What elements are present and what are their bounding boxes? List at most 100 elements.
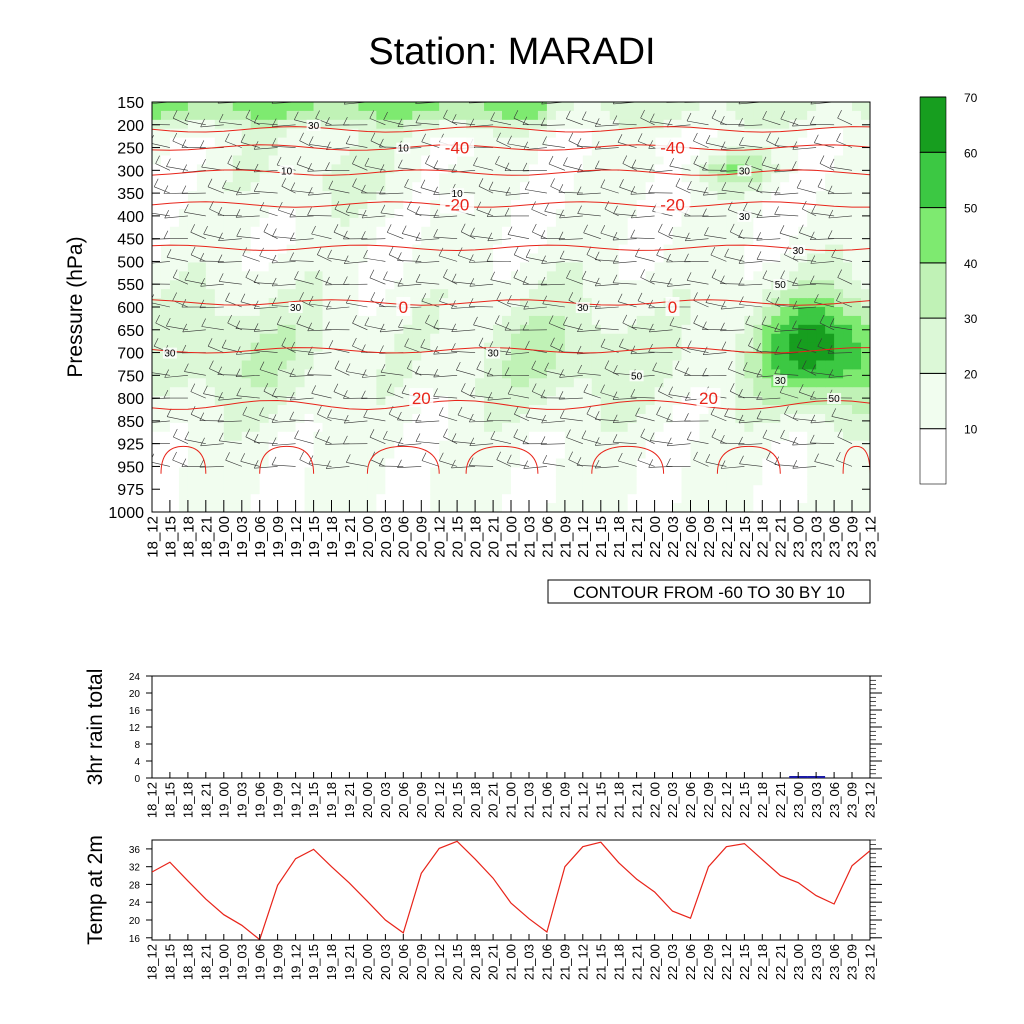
- shade-cell: [825, 155, 835, 165]
- shade-cell: [178, 342, 189, 353]
- shade-cell: [358, 164, 368, 174]
- wind-barb: [164, 375, 188, 378]
- shade-cell: [331, 226, 342, 237]
- shade-cell: [502, 422, 512, 433]
- shade-cell: [717, 155, 727, 165]
- shade-cell: [555, 387, 566, 397]
- shade-cell: [430, 324, 440, 335]
- shade-cell: [232, 280, 243, 290]
- shade-cell: [313, 137, 324, 148]
- shade-cell: [744, 298, 754, 308]
- wind-barb: [619, 346, 637, 353]
- shade-cell: [834, 307, 844, 317]
- wind-barb: [315, 277, 332, 285]
- shade-cell: [717, 280, 727, 290]
- shade-cell: [618, 351, 629, 362]
- shade-cell: [484, 173, 494, 183]
- wind-barb-flag: [345, 203, 351, 213]
- shade-cell: [762, 208, 772, 219]
- shade-cell: [717, 173, 727, 183]
- shade-cell: [537, 191, 548, 201]
- wind-barb-flag: [705, 134, 711, 144]
- wind-barb: [604, 368, 619, 376]
- shade-cell: [825, 315, 835, 326]
- wind-barb-flag: [153, 338, 159, 347]
- shade-cell: [753, 351, 763, 362]
- shade-cell: [780, 467, 790, 477]
- shade-cell: [187, 387, 198, 397]
- shade-cell: [582, 440, 593, 451]
- shade-cell: [511, 253, 521, 264]
- shade-cell: [825, 226, 835, 237]
- wind-barb-flag: [299, 292, 304, 301]
- shade-cell: [214, 449, 225, 460]
- shade-cell: [519, 253, 530, 264]
- wind-barb: [289, 215, 314, 218]
- shade-cell: [735, 191, 745, 201]
- shade-cell: [340, 280, 351, 290]
- shade-cell: [555, 235, 566, 246]
- wind-barb-flag: [583, 384, 589, 393]
- shade-cell: [502, 360, 512, 370]
- shade-cell: [681, 217, 692, 228]
- wind-barb-flag: [147, 256, 151, 264]
- wind-barb-flag: [369, 429, 375, 438]
- shade-cell: [690, 244, 701, 255]
- shade-cell: [663, 102, 674, 112]
- shade-cell: [304, 200, 315, 210]
- shade-cell: [268, 315, 279, 326]
- shade-cell: [672, 226, 683, 237]
- shade-cell: [322, 315, 333, 326]
- shade-cell: [457, 405, 467, 415]
- wind-barb-flag: [289, 411, 294, 420]
- shade-cell: [591, 119, 602, 130]
- shade-cell: [798, 307, 808, 317]
- shade-cell: [852, 396, 862, 406]
- shade-cell: [618, 137, 629, 148]
- wind-barb: [259, 209, 278, 217]
- shade-cell: [196, 253, 207, 264]
- shade-cell: [762, 503, 772, 512]
- shade-cell: [582, 458, 593, 469]
- shade-cell: [573, 173, 584, 183]
- shade-cell: [439, 244, 449, 255]
- shade-cell: [295, 440, 306, 451]
- shade-cell: [412, 422, 422, 433]
- shade-cell: [385, 235, 395, 246]
- wind-barb: [559, 215, 583, 219]
- shade-cell: [528, 413, 539, 424]
- shade-cell: [744, 253, 754, 264]
- shade-cell: [654, 262, 665, 272]
- shade-cell: [519, 351, 530, 362]
- shade-cell: [807, 128, 817, 139]
- shade-cell: [241, 235, 252, 246]
- shade-cell: [223, 458, 234, 469]
- shade-cell: [645, 137, 656, 148]
- shade-cell: [726, 289, 736, 299]
- shade-cell: [798, 110, 808, 121]
- shade-cell: [412, 315, 422, 326]
- shade-cell: [537, 235, 548, 246]
- shade-cell: [304, 422, 315, 433]
- shade-cell: [493, 503, 503, 512]
- shade-cell: [735, 333, 745, 344]
- shade-cell: [367, 324, 377, 335]
- wind-barb-flag: [563, 157, 568, 166]
- shade-cell: [573, 413, 584, 424]
- shade-cell: [573, 146, 584, 157]
- shade-cell: [690, 164, 701, 174]
- shade-cell: [169, 217, 180, 228]
- shade-cell: [528, 315, 539, 326]
- shade-cell: [430, 396, 440, 406]
- shade-cell: [717, 226, 727, 237]
- shade-cell: [645, 485, 656, 495]
- shade-cell: [169, 244, 180, 255]
- wind-barb-flag: [259, 202, 265, 211]
- shade-cell: [331, 315, 342, 326]
- shade-cell: [304, 289, 315, 299]
- shade-cell: [466, 333, 476, 344]
- wind-barb-flag: [522, 276, 528, 285]
- shade-cell: [861, 262, 870, 272]
- shade-cell: [152, 405, 162, 415]
- shade-cell: [798, 146, 808, 157]
